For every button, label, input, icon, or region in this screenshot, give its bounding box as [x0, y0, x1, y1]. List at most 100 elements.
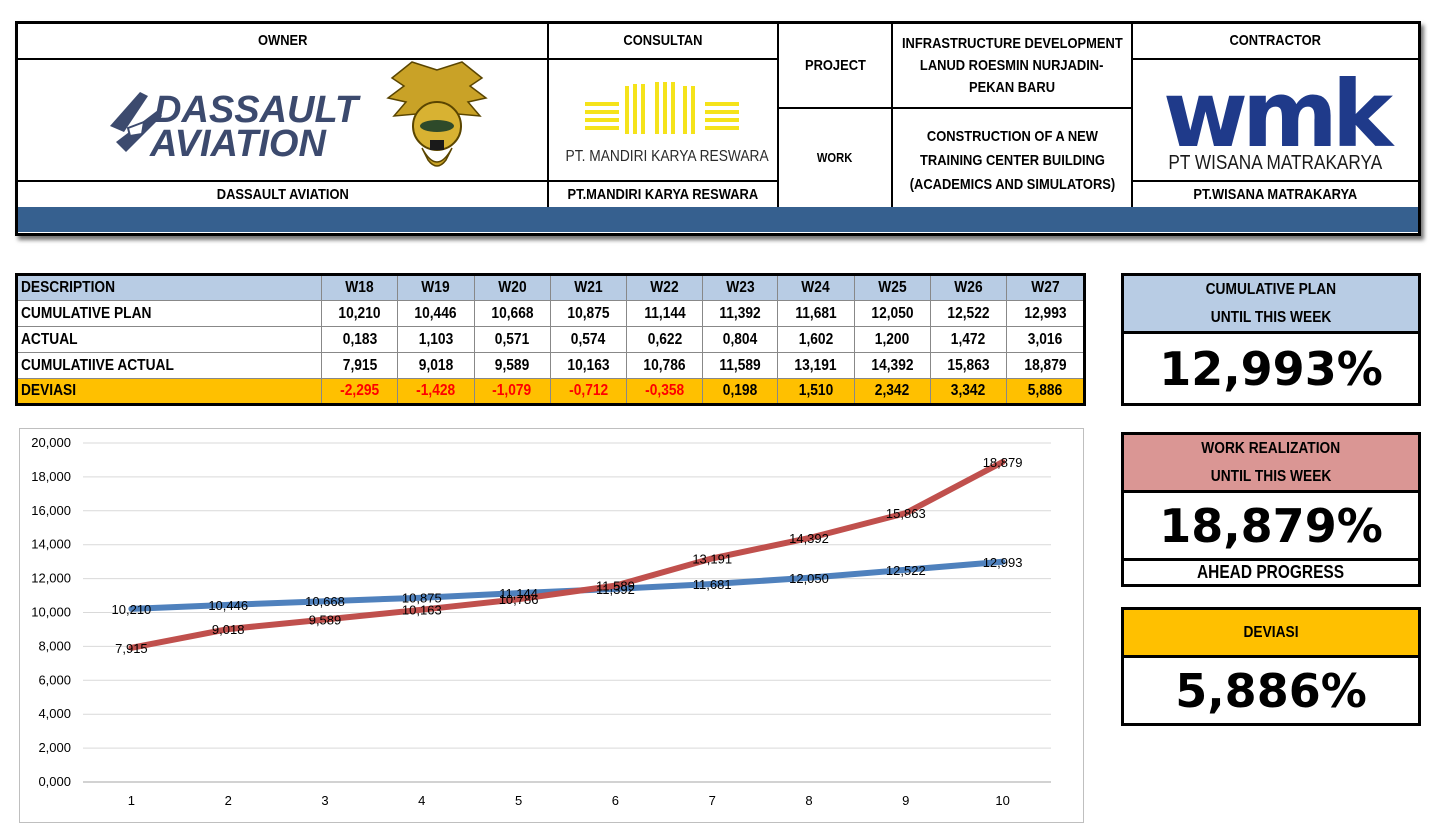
project-label: PROJECT	[804, 56, 866, 74]
table-cell: 0,574	[549, 326, 628, 353]
data-label: 11,589	[596, 579, 635, 594]
x-tick-label: 9	[902, 793, 909, 808]
table-cell: -1,079	[473, 378, 551, 405]
data-label: 12,050	[789, 571, 829, 586]
table-cell: 10,446	[397, 300, 475, 327]
y-tick-label: 6,000	[38, 672, 71, 687]
owner-label: OWNER	[257, 32, 308, 49]
table-cell: 11,392	[702, 300, 779, 327]
table-cell: 3,342	[929, 378, 1008, 405]
x-tick-label: 10	[995, 793, 1009, 808]
table-row-label: ACTUAL	[16, 326, 322, 353]
table-cell: -0,712	[549, 378, 628, 405]
contractor-label: CONTRACTOR	[1229, 32, 1322, 49]
header-divider	[1131, 180, 1418, 182]
x-tick-label: 3	[321, 793, 328, 808]
table-cell: 2,342	[853, 378, 931, 405]
air-force-emblem-icon	[386, 61, 488, 167]
table-cell: -0,358	[626, 378, 704, 405]
table-cell: 10,210	[320, 300, 399, 327]
table-cell: 13,191	[777, 352, 855, 379]
table-cell: 18,879	[1006, 352, 1085, 379]
table-cell: 5,886	[1006, 378, 1085, 405]
table-header-row: DESCRIPTION W18 W19 W20 W21 W22 W23 W24 …	[16, 274, 1085, 301]
contractor-name: PT.WISANA MATRAKARYA	[1193, 185, 1358, 203]
table-cell: 1,602	[777, 326, 855, 353]
data-label: 10,446	[208, 598, 248, 613]
cumulative-plan-value: 12,993%	[1159, 341, 1383, 396]
table-cell: 0,622	[626, 326, 704, 353]
table-cell: 3,016	[1006, 326, 1085, 353]
progress-status: AHEAD PROGRESS	[1124, 558, 1418, 584]
table-header-cell: W20	[473, 274, 551, 301]
table-cell: 1,103	[397, 326, 475, 353]
table-row-deviasi: DEVIASI -2,295 -1,428 -1,079 -0,712 -0,3…	[16, 378, 1085, 405]
deviasi-box: DEVIASI 5,886%	[1121, 607, 1421, 726]
header-divider	[891, 24, 893, 207]
table-cell: 10,668	[473, 300, 551, 327]
x-tick-label: 4	[418, 793, 425, 808]
dassault-logo-icon: DASSAULT AVIATION	[110, 89, 361, 165]
consultant-logo-caption: PT. MANDIRI KARYA RESWARA	[565, 148, 769, 165]
data-label: 10,668	[305, 594, 345, 609]
x-tick-label: 7	[709, 793, 716, 808]
work-realization-box: WORK REALIZATION UNTIL THIS WEEK 18,879%…	[1121, 432, 1421, 587]
data-label: 7,915	[115, 641, 148, 656]
table-cell: 15,863	[929, 352, 1008, 379]
table-row-label: DEVIASI	[16, 378, 322, 405]
table-cell: 11,681	[777, 300, 855, 327]
y-tick-label: 10,000	[31, 605, 71, 620]
data-label: 11,681	[693, 577, 732, 592]
contractor-logo-caption: PT WISANA MATRAKARYA	[1168, 152, 1383, 174]
header-divider	[777, 107, 1131, 109]
table-cell: 0,183	[320, 326, 399, 353]
table-cell: -1,428	[397, 378, 475, 405]
wmk-logo-icon: wmk	[1163, 61, 1401, 168]
data-label: 10,210	[112, 602, 152, 617]
table-cell: 0,571	[473, 326, 551, 353]
contractor-logo-area: wmk PT WISANA MATRAKARYA	[1133, 60, 1418, 180]
table-cell: 11,144	[626, 300, 704, 327]
work-realization-title: WORK REALIZATION UNTIL THIS WEEK	[1124, 435, 1418, 493]
data-label: 10,875	[402, 591, 442, 606]
x-tick-label: 1	[128, 793, 135, 808]
owner-logo-area: DASSAULT AVIATION	[18, 60, 547, 180]
table-header-cell: W26	[929, 274, 1008, 301]
data-label: 13,191	[692, 551, 732, 566]
table-header-cell: W19	[397, 274, 475, 301]
y-tick-label: 4,000	[38, 706, 71, 721]
deviasi-title: DEVIASI	[1124, 610, 1418, 658]
x-tick-label: 5	[515, 793, 522, 808]
table-cell: 11,589	[702, 352, 779, 379]
table-row-cumulative-plan: CUMULATIVE PLAN 10,210 10,446 10,668 10,…	[16, 300, 1085, 327]
table-row-cumulative-actual: CUMULATIIVE ACTUAL 7,915 9,018 9,589 10,…	[16, 352, 1085, 379]
table-cell: 14,392	[853, 352, 931, 379]
data-label: 11,392	[596, 582, 635, 597]
table-cell: 1,472	[929, 326, 1008, 353]
x-tick-label: 6	[612, 793, 619, 808]
table-cell: 10,786	[626, 352, 704, 379]
data-label: 18,879	[983, 455, 1023, 470]
table-cell: 9,018	[397, 352, 475, 379]
cumulative-plan-box: CUMULATIVE PLAN UNTIL THIS WEEK 12,993%	[1121, 273, 1421, 406]
table-cell: 10,875	[549, 300, 628, 327]
y-tick-label: 14,000	[31, 537, 71, 552]
deviasi-value: 5,886%	[1175, 663, 1367, 718]
svg-text:DASSAULT: DASSAULT	[154, 89, 361, 131]
y-tick-label: 20,000	[31, 435, 71, 450]
header-divider	[1131, 24, 1133, 207]
svg-text:AVIATION: AVIATION	[149, 123, 327, 165]
data-label: 12,522	[886, 563, 926, 578]
project-value: INFRASTRUCTURE DEVELOPMENT LANUD ROESMIN…	[901, 34, 1123, 96]
cumulative-plan-title: CUMULATIVE PLAN UNTIL THIS WEEK	[1124, 276, 1418, 334]
y-tick-label: 2,000	[38, 740, 71, 755]
y-tick-label: 8,000	[38, 638, 71, 653]
table-cell: 0,804	[702, 326, 779, 353]
table-header-cell: W24	[777, 274, 855, 301]
table-header-cell: W27	[1006, 274, 1085, 301]
data-label: 9,018	[212, 622, 245, 637]
y-tick-label: 18,000	[31, 469, 71, 484]
consultant-name: PT.MANDIRI KARYA RESWARA	[567, 185, 759, 203]
svg-text:wmk: wmk	[1163, 61, 1395, 154]
header-color-band	[18, 207, 1418, 232]
